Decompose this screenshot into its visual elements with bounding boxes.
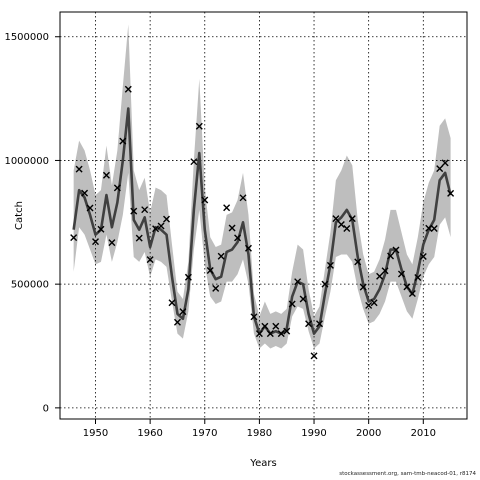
observed-point	[436, 165, 444, 173]
observed-point	[206, 267, 214, 275]
observed-point	[119, 137, 127, 145]
observed-point	[157, 222, 165, 230]
observed-point	[403, 283, 411, 291]
observed-point	[141, 206, 149, 214]
estimate-line	[72, 107, 452, 335]
x-tick-label: 1950	[83, 428, 108, 439]
observed-point	[102, 171, 110, 179]
x-axis-title: Years	[249, 458, 276, 469]
observed-point	[152, 225, 160, 233]
observed-point	[108, 239, 116, 247]
observed-point	[326, 261, 334, 269]
observed-point	[250, 313, 258, 321]
observed-point	[266, 330, 274, 338]
observed-point	[261, 322, 269, 330]
source-footnote: stockassessment.org, sam-tmb-neacod-01, …	[339, 471, 476, 477]
observed-point	[135, 234, 143, 242]
estimate-line-layer	[72, 107, 452, 335]
x-tick-label: 2000	[356, 428, 381, 439]
observed-point	[70, 234, 78, 242]
observed-point	[343, 224, 351, 232]
y-axis: 0 500000 1000000 1500000	[4, 32, 60, 414]
confidence-band-layer	[73, 24, 451, 349]
observed-point	[381, 267, 389, 275]
observed-point	[277, 330, 285, 338]
observed-point	[387, 252, 395, 260]
observed-point	[397, 270, 405, 278]
observed-point	[414, 273, 422, 281]
observed-point	[217, 252, 225, 260]
y-axis-title: Catch	[14, 201, 25, 230]
observed-point	[430, 224, 438, 232]
observed-point	[255, 330, 263, 338]
y-tick-label: 0	[43, 403, 49, 414]
observed-point	[195, 122, 203, 130]
observed-point	[294, 278, 302, 286]
observed-point	[201, 196, 209, 204]
observed-point	[244, 244, 252, 252]
x-tick-label: 1980	[247, 428, 272, 439]
observed-point	[228, 224, 236, 232]
observed-point	[97, 225, 105, 233]
observed-point	[179, 308, 187, 316]
observed-point	[223, 204, 231, 212]
observed-point	[288, 300, 296, 308]
plot-frame	[59, 11, 468, 420]
observed-point	[75, 165, 83, 173]
x-tick-label: 1970	[192, 428, 217, 439]
observed-point	[321, 280, 329, 288]
observed-point	[365, 301, 373, 309]
x-tick-label: 1960	[137, 428, 162, 439]
observed-point	[419, 252, 427, 260]
observed-point	[359, 283, 367, 291]
y-tick-label: 1000000	[4, 156, 49, 167]
observed-point	[163, 215, 171, 223]
observed-catch-points	[70, 85, 455, 360]
observed-point	[370, 299, 378, 307]
observed-point	[130, 207, 138, 215]
y-tick-label: 500000	[11, 280, 49, 291]
observed-point	[184, 273, 192, 281]
observed-point	[354, 258, 362, 266]
observed-point	[299, 295, 307, 303]
observed-point	[332, 215, 340, 223]
observed-point	[337, 221, 345, 229]
observed-point	[212, 284, 220, 292]
observed-point	[305, 320, 313, 328]
observed-point	[272, 322, 280, 330]
observed-point	[239, 194, 247, 202]
x-tick-label: 1990	[301, 428, 326, 439]
y-tick-label: 1500000	[4, 32, 49, 43]
confidence-band	[73, 24, 451, 349]
observed-point	[86, 204, 94, 212]
observed-point	[190, 158, 198, 166]
observed-point	[168, 299, 176, 307]
observed-point	[408, 290, 416, 298]
observed-point	[81, 189, 89, 197]
x-axis: 1950 1960 1970 1980 1990 2000 2010	[83, 419, 436, 439]
x-tick-label: 2010	[411, 428, 436, 439]
observed-point	[441, 159, 449, 167]
observed-point	[146, 256, 154, 264]
observed-point	[447, 189, 455, 197]
observed-point	[283, 327, 291, 335]
observed-point	[348, 215, 356, 223]
observed-point	[124, 85, 132, 93]
observed-point	[234, 234, 242, 242]
observed-point	[173, 318, 181, 326]
observed-point	[425, 224, 433, 232]
observed-point	[316, 320, 323, 328]
observed-point	[392, 246, 400, 254]
observed-point	[113, 184, 121, 192]
observed-point	[376, 272, 384, 280]
observed-point	[310, 352, 318, 360]
observed-point	[92, 238, 100, 246]
